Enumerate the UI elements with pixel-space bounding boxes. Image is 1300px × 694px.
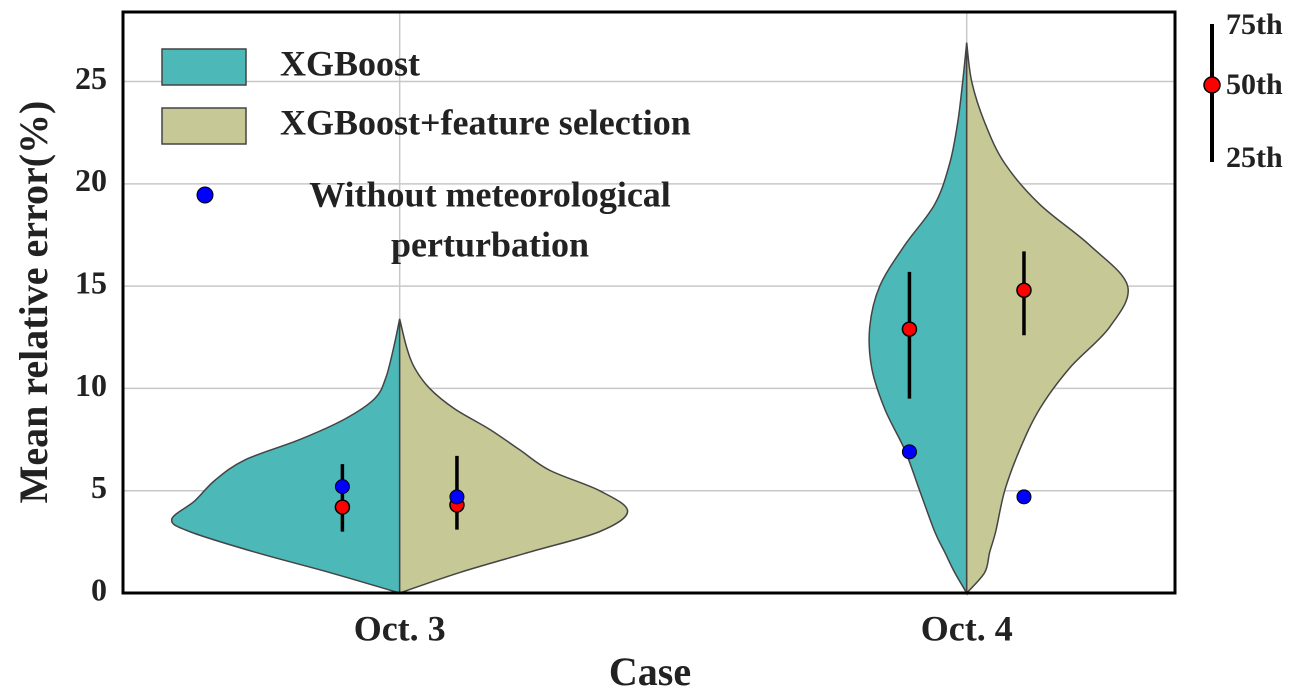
key-label: 50th xyxy=(1226,68,1283,101)
no-perturbation-dot xyxy=(449,489,465,505)
y-tick-label: 5 xyxy=(91,469,107,505)
median-dot xyxy=(1016,282,1032,298)
x-axis-label: Case xyxy=(609,649,691,694)
y-tick-label: 20 xyxy=(75,162,107,198)
median-dot xyxy=(334,499,351,515)
legend-label: Without meteorological xyxy=(309,174,671,214)
legend-label: XGBoost xyxy=(280,43,420,83)
legend-dot xyxy=(196,186,214,204)
legend-label: perturbation xyxy=(391,224,589,264)
no-perturbation-dot xyxy=(1016,489,1032,505)
no-perturbation-dot xyxy=(334,479,350,495)
violin-half xyxy=(965,42,1129,595)
y-tick-label: 10 xyxy=(75,367,107,403)
median-dot xyxy=(901,321,918,337)
violin-half xyxy=(170,318,401,595)
key-label: 25th xyxy=(1226,141,1283,174)
key-median xyxy=(1203,76,1221,94)
x-tick-label: Oct. 4 xyxy=(921,608,1013,648)
y-tick-label: 0 xyxy=(91,571,107,607)
y-axis-label: Mean relative error(%) xyxy=(11,101,56,504)
y-tick-label: 15 xyxy=(75,264,107,300)
violin-half xyxy=(868,42,968,596)
x-tick-label: Oct. 3 xyxy=(354,608,446,648)
no-perturbation-dot xyxy=(901,444,917,460)
violin-half xyxy=(398,318,629,595)
y-tick-label: 25 xyxy=(75,60,107,96)
key-label: 75th xyxy=(1226,8,1283,41)
plot-frame xyxy=(121,10,1177,595)
legend-label: XGBoost+feature selection xyxy=(280,102,691,142)
legend-swatch xyxy=(161,107,247,145)
legend-swatch xyxy=(161,48,247,86)
